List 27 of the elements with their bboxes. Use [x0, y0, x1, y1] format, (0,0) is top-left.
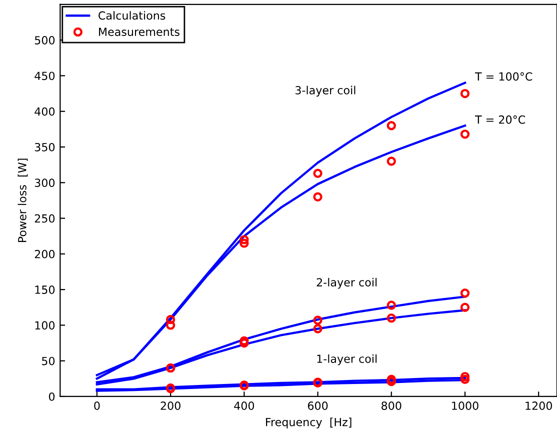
y-tick-label: 50 — [42, 356, 55, 366]
x-tick-label: 1000 — [452, 402, 478, 410]
annotation: T = 100°C — [474, 72, 532, 81]
y-tick-label: 450 — [34, 72, 55, 80]
y-tick-label: 200 — [34, 250, 55, 258]
x-tick-label: 1200 — [526, 402, 552, 410]
x-tick-label: 0 — [94, 402, 100, 410]
x-tick-label: 600 — [308, 402, 328, 410]
annotation: 2-layer coil — [316, 278, 377, 289]
y-tick-label: 350 — [34, 142, 55, 152]
annotation: 3-layer coil — [296, 86, 356, 97]
x-tick-label: 200 — [160, 402, 180, 410]
x-tick-label: 800 — [382, 402, 402, 410]
legend-label: Calculations — [98, 11, 166, 20]
y-tick-label: 250 — [34, 214, 55, 223]
annotation: 1-layer coil — [317, 354, 377, 366]
y-tick-label: 300 — [34, 178, 55, 188]
y-tick-label: 500 — [34, 36, 55, 44]
y-tick-label: 0 — [48, 392, 55, 401]
legend-label: Measurements — [99, 28, 180, 36]
y-tick-label: 400 — [34, 107, 55, 116]
annotation: T = 20°C — [474, 115, 526, 124]
x-tick-label: 400 — [234, 402, 254, 410]
y-tick-label: 100 — [35, 321, 55, 330]
y-axis-title: Power loss [W] — [18, 158, 28, 242]
x-axis-title: Frequency [Hz] — [266, 418, 352, 428]
y-tick-label: 150 — [35, 286, 55, 294]
